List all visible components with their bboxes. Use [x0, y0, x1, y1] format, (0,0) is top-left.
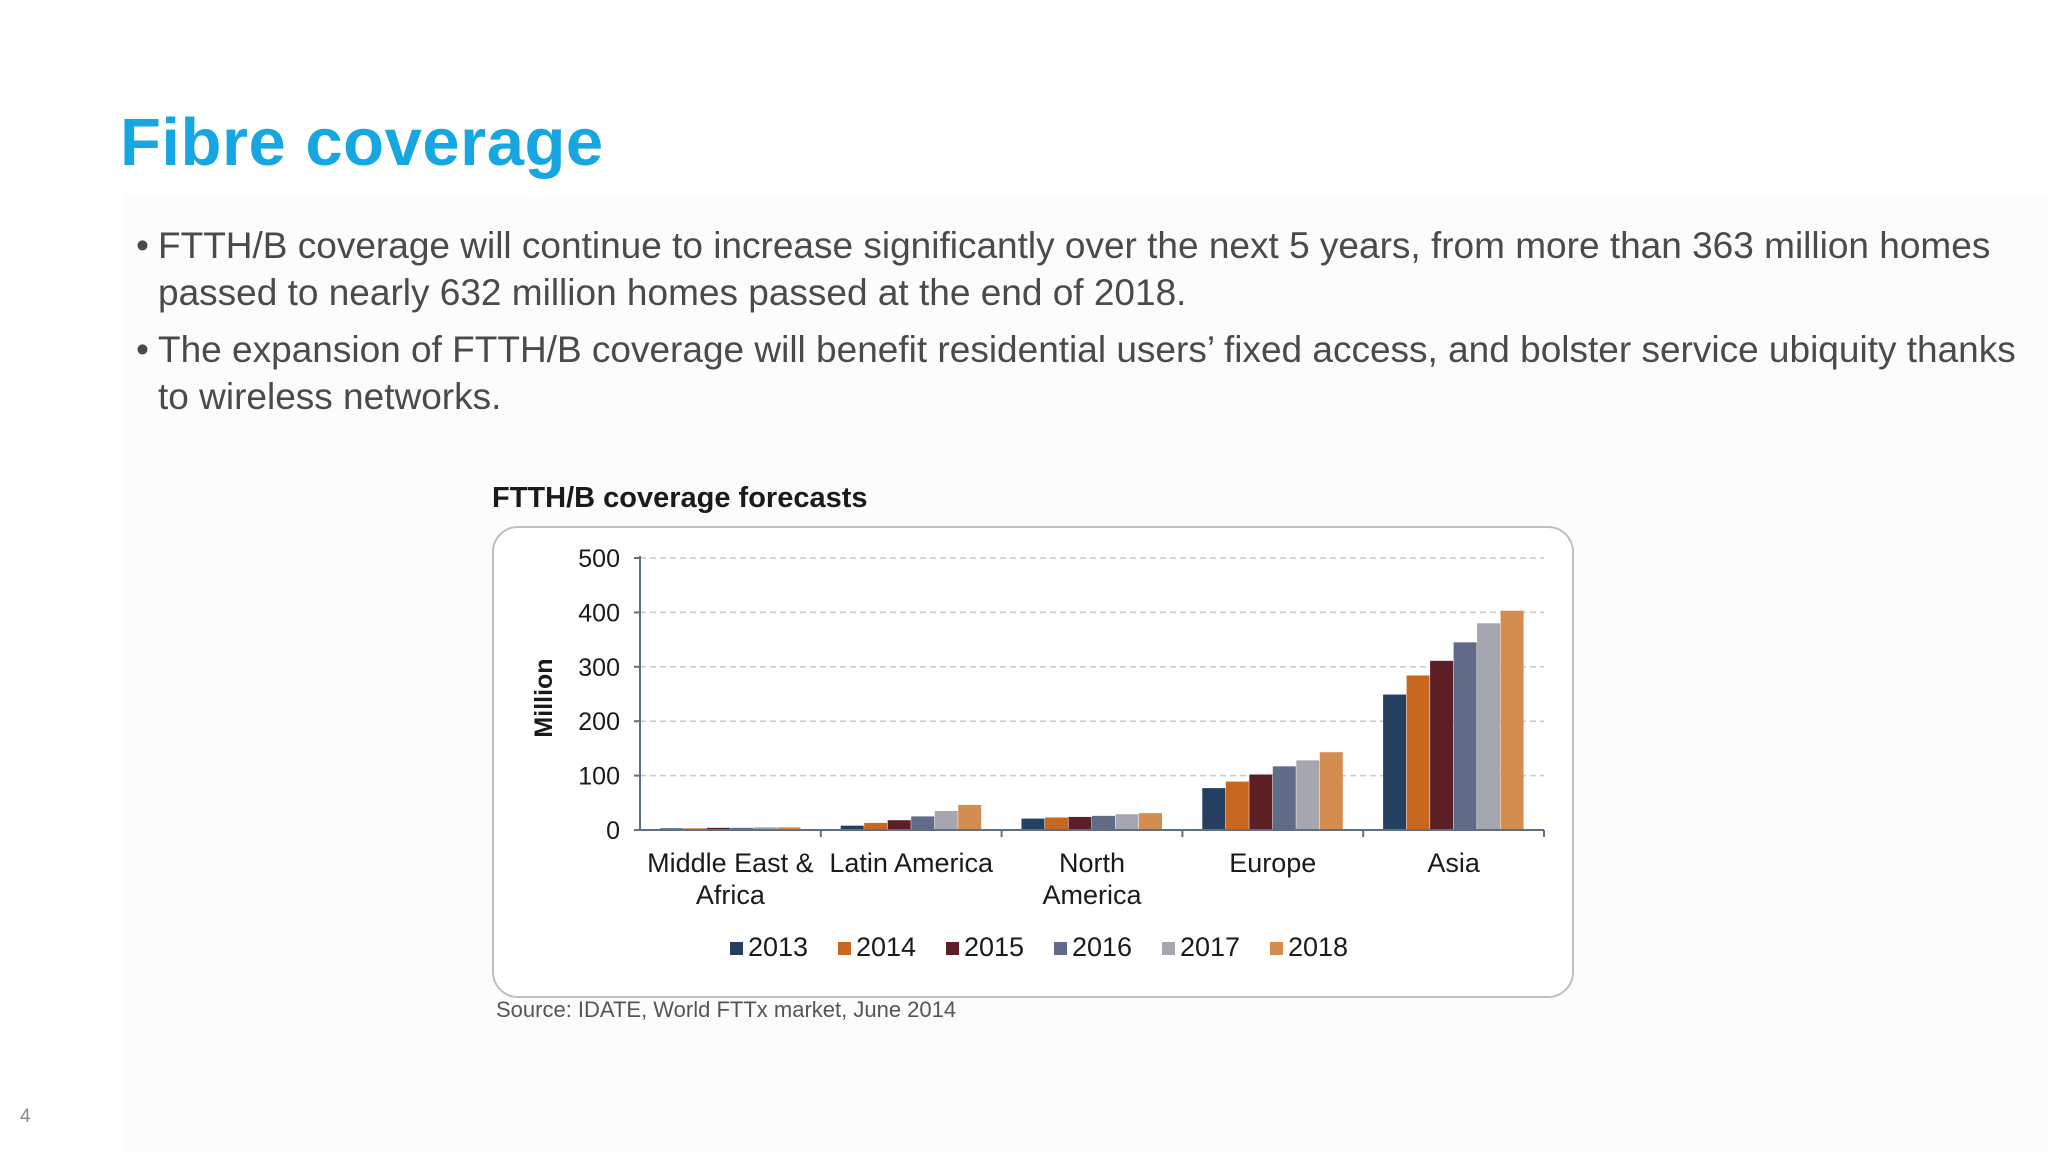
- y-axis-label: Million: [530, 658, 558, 737]
- bar-2016-4: [1453, 642, 1477, 830]
- legend-swatch-2018: [1270, 942, 1283, 955]
- chart-frame: 0 100 200 300 400 500 Million Middle East & Afri…: [492, 526, 1574, 998]
- bar-2013-2: [1021, 818, 1045, 830]
- bar-2013-1: [840, 825, 864, 830]
- legend-swatch-2013: [730, 942, 743, 955]
- bar-2013-3: [1202, 788, 1226, 830]
- y-tick-label: 200: [578, 708, 620, 736]
- bullet-mark: •: [136, 225, 149, 266]
- bullet-text: FTTH/B coverage will continue to increas…: [158, 225, 1991, 313]
- x-tick-label: Europe: [1229, 848, 1316, 878]
- bullet-list: • FTTH/B coverage will continue to incre…: [136, 222, 2026, 430]
- bar-2017-0: [753, 827, 777, 830]
- bar-2015-4: [1430, 660, 1454, 830]
- slide-title: Fibre coverage: [120, 105, 604, 180]
- x-tick-label: North: [1059, 848, 1125, 878]
- bar-2015-1: [887, 820, 911, 830]
- legend-label-2015: 2015: [964, 932, 1024, 962]
- bar-2017-2: [1115, 814, 1139, 830]
- x-tick-label: America: [1042, 880, 1142, 910]
- page-number: 4: [20, 1106, 31, 1127]
- legend-label-2014: 2014: [856, 932, 916, 962]
- bar-2017-1: [934, 810, 958, 830]
- bar-2018-3: [1319, 752, 1343, 830]
- bar-2018-0: [777, 827, 801, 830]
- bar-2016-1: [911, 816, 935, 830]
- bar-2015-3: [1249, 774, 1273, 830]
- legend-label-2018: 2018: [1288, 932, 1348, 962]
- legend-swatch-2014: [838, 942, 851, 955]
- bar-2017-4: [1477, 623, 1501, 830]
- bullet-item: • FTTH/B coverage will continue to incre…: [136, 222, 2026, 316]
- x-tick-label: Latin America: [829, 848, 994, 878]
- bar-2013-4: [1383, 694, 1407, 830]
- x-tick-label: Africa: [696, 880, 766, 910]
- bar-2018-4: [1500, 610, 1524, 830]
- x-tick-label: Asia: [1427, 848, 1481, 878]
- bullet-text: The expansion of FTTH/B coverage will be…: [158, 329, 2016, 417]
- source-note: Source: IDATE, World FTTx market, June 2…: [496, 997, 957, 1022]
- y-tick-label: 300: [578, 654, 620, 682]
- legend-swatch-2017: [1162, 942, 1175, 955]
- bar-2015-2: [1068, 816, 1092, 830]
- bullet-mark: •: [136, 329, 149, 370]
- bar-2015-0: [706, 827, 730, 830]
- legend-swatch-2016: [1054, 942, 1067, 955]
- bar-2014-1: [864, 822, 888, 830]
- legend-label-2017: 2017: [1180, 932, 1240, 962]
- bar-2017-3: [1296, 760, 1320, 830]
- bullet-item: • The expansion of FTTH/B coverage will …: [136, 326, 2026, 420]
- chart-title: FTTH/B coverage forecasts: [492, 482, 868, 514]
- y-tick-label: 500: [578, 545, 620, 573]
- bar-2016-0: [730, 827, 754, 830]
- legend-label-2016: 2016: [1072, 932, 1132, 962]
- bar-2016-2: [1092, 815, 1115, 830]
- bar-2014-3: [1225, 781, 1249, 830]
- bar-2014-4: [1406, 675, 1430, 830]
- bar-2018-1: [958, 804, 982, 830]
- bar-2014-2: [1045, 817, 1068, 830]
- x-tick-label: Middle East &: [647, 848, 814, 878]
- y-tick-label: 400: [578, 599, 620, 627]
- legend-label-2013: 2013: [748, 932, 808, 962]
- bar-2018-2: [1139, 813, 1162, 830]
- bar-chart: 0 100 200 300 400 500 Million Middle East &Afri…: [530, 545, 1545, 962]
- y-tick-label: 0: [606, 817, 620, 845]
- bar-2016-3: [1272, 766, 1296, 830]
- legend-swatch-2015: [946, 942, 959, 955]
- y-tick-label: 100: [578, 763, 620, 791]
